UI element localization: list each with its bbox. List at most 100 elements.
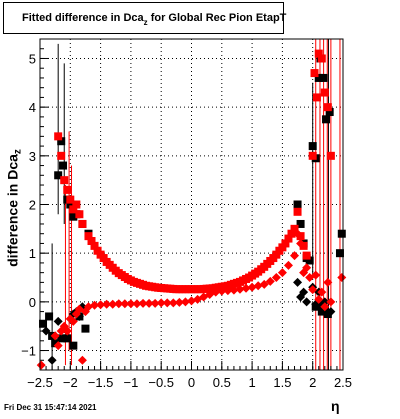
title-box: Fitted difference in Dcaz for Global Rec… <box>3 2 286 34</box>
data-point-square <box>335 249 344 258</box>
ylabel-main: difference in Dca <box>4 154 21 267</box>
data-point-diamond <box>302 263 312 273</box>
data-point-diamond <box>326 307 336 317</box>
axes-layer <box>39 38 344 371</box>
title-suffix: for Global Rec Pion EtapT <box>147 12 287 24</box>
data-point-diamond <box>187 296 196 306</box>
x-tick-label: −2.5 <box>27 375 53 390</box>
data-point-square <box>66 200 75 209</box>
x-tick-label: 1 <box>248 375 255 390</box>
data-point-diamond <box>299 287 309 297</box>
data-point-square <box>63 185 72 194</box>
y-tick-label: −1 <box>21 344 36 359</box>
data-point-diamond <box>271 273 281 283</box>
data-point-diamond <box>53 341 63 351</box>
chart-title: Fitted difference in Dcaz for Global Rec… <box>22 12 286 27</box>
data-point-square <box>87 237 96 246</box>
data-point-diamond <box>283 260 293 270</box>
data-point-diamond <box>290 251 300 261</box>
data-point-diamond <box>108 299 118 309</box>
data-point-diamond <box>180 297 190 307</box>
x-tick-label: 0.5 <box>213 375 231 390</box>
x-tick-label: −1.5 <box>88 375 114 390</box>
data-point-diamond <box>132 299 142 309</box>
data-point-diamond <box>162 298 172 308</box>
data-point-square <box>57 137 66 146</box>
y-tick-label: 0 <box>29 295 36 310</box>
data-point-square <box>293 207 302 216</box>
data-point-diamond <box>293 229 303 239</box>
data-point-square <box>308 142 317 151</box>
data-point-diamond <box>223 286 233 296</box>
data-point-diamond <box>41 326 51 336</box>
data-point-diamond <box>235 284 245 294</box>
marker-layer <box>36 49 347 370</box>
data-point-square <box>59 161 68 170</box>
data-point-diamond <box>302 297 312 307</box>
data-point-square <box>57 151 66 160</box>
data-point-diamond <box>156 298 166 308</box>
data-point-square <box>296 219 305 228</box>
data-point-square <box>81 324 90 333</box>
ylabel-subscript: z <box>12 149 24 155</box>
data-point-diamond <box>296 238 306 248</box>
data-point-diamond <box>314 294 324 304</box>
y-tick-label: 5 <box>29 51 36 66</box>
data-point-diamond <box>265 276 275 286</box>
x-tick-label: 0 <box>188 375 195 390</box>
data-point-square <box>323 310 332 319</box>
data-point-square <box>51 339 60 348</box>
data-point-square <box>84 232 93 241</box>
y-tick-label: 3 <box>29 149 36 164</box>
data-point-square <box>75 210 84 219</box>
data-point-square <box>284 234 293 243</box>
data-point-diamond <box>337 273 347 283</box>
data-point-square <box>325 108 334 117</box>
data-point-diamond <box>68 316 78 326</box>
data-point-diamond <box>241 283 251 293</box>
x-tick-label: −2 <box>63 375 78 390</box>
y-tick-label: 4 <box>29 100 36 115</box>
x-tick-label: −0.5 <box>148 375 174 390</box>
title-subscript: z <box>143 18 148 27</box>
data-point-square <box>287 229 296 238</box>
data-point-square <box>337 229 346 238</box>
data-point-square <box>39 319 48 328</box>
data-point-diamond <box>253 281 263 291</box>
data-point-square <box>326 151 335 160</box>
data-point-diamond <box>320 302 330 312</box>
data-point-square <box>293 200 302 209</box>
data-point-diamond <box>138 298 148 308</box>
data-point-diamond <box>247 282 257 292</box>
data-point-square <box>69 205 78 214</box>
data-point-diamond <box>311 270 321 280</box>
data-point-diamond <box>144 298 154 308</box>
data-point-square <box>90 241 99 250</box>
data-point-square <box>54 171 63 180</box>
data-point-diamond <box>102 299 112 309</box>
data-point-diamond <box>77 355 87 365</box>
data-point-diamond <box>96 300 106 310</box>
data-point-diamond <box>90 300 100 310</box>
y-tick-label: 1 <box>29 246 36 261</box>
x-tick-label: 1.5 <box>273 375 291 390</box>
data-point-diamond <box>150 298 160 308</box>
data-point-diamond <box>308 285 318 295</box>
data-point-square <box>72 200 81 209</box>
title-main: Fitted difference in Dca <box>22 12 144 24</box>
data-point-square <box>320 88 329 97</box>
data-point-square <box>296 232 305 241</box>
data-point-diamond <box>326 297 336 307</box>
data-point-diamond <box>114 299 124 309</box>
data-point-square <box>312 93 321 102</box>
data-point-square <box>319 73 328 82</box>
data-point-square <box>299 241 308 250</box>
data-point-square <box>57 334 66 343</box>
data-point-diamond <box>229 285 239 295</box>
data-point-diamond <box>120 299 130 309</box>
data-point-diamond <box>62 326 72 336</box>
data-point-square <box>45 312 54 321</box>
data-point-square <box>314 49 323 58</box>
data-point-square <box>323 103 332 112</box>
